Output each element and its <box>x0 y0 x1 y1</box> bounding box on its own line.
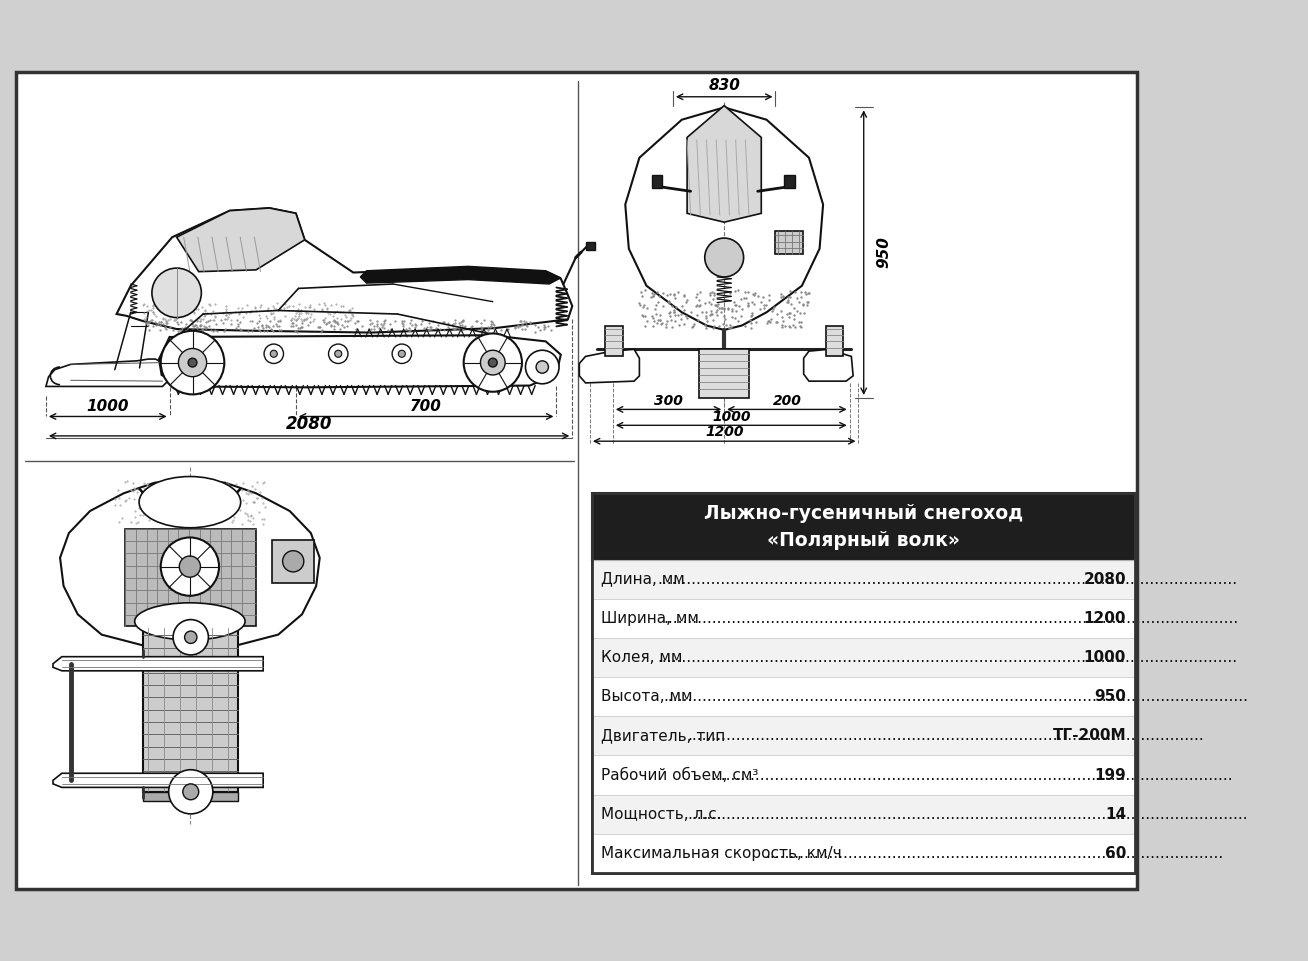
Ellipse shape <box>139 477 241 528</box>
Bar <box>143 628 238 792</box>
Circle shape <box>283 551 303 572</box>
Text: 1000: 1000 <box>86 399 129 414</box>
Bar <box>700 350 749 398</box>
Text: «Полярный волк»: «Полярный волк» <box>766 530 960 550</box>
Text: ................................................................................: ........................................… <box>712 768 1233 782</box>
Polygon shape <box>54 774 263 787</box>
Bar <box>591 638 1135 678</box>
Text: 60: 60 <box>1105 846 1126 861</box>
Text: 2080: 2080 <box>286 415 332 433</box>
Text: 950: 950 <box>876 236 891 268</box>
Bar <box>591 493 1135 559</box>
Circle shape <box>488 358 497 367</box>
Text: ................................................................................: ........................................… <box>687 728 1205 744</box>
Bar <box>591 795 1135 834</box>
Circle shape <box>184 631 198 644</box>
Bar <box>591 493 1135 873</box>
Text: ................................................................................: ........................................… <box>663 611 1239 626</box>
Bar <box>591 559 1135 599</box>
Circle shape <box>271 350 277 357</box>
Circle shape <box>161 331 224 394</box>
Text: Двигатель, тип: Двигатель, тип <box>600 728 725 744</box>
Polygon shape <box>60 480 319 650</box>
Polygon shape <box>177 208 305 272</box>
Text: Рабочий объем, см³: Рабочий объем, см³ <box>600 768 757 782</box>
Text: Высота, мм: Высота, мм <box>600 689 692 704</box>
Polygon shape <box>687 106 761 222</box>
Text: 700: 700 <box>409 399 442 414</box>
Text: 2080: 2080 <box>1083 572 1126 586</box>
Bar <box>143 792 238 801</box>
Text: Колея, мм: Колея, мм <box>600 650 681 665</box>
Circle shape <box>161 537 218 596</box>
Text: 1000: 1000 <box>1083 650 1126 665</box>
Text: Длина, мм: Длина, мм <box>600 572 684 586</box>
Circle shape <box>705 238 744 277</box>
Bar <box>272 540 314 582</box>
Circle shape <box>335 350 341 357</box>
Bar <box>591 678 1135 716</box>
Polygon shape <box>160 335 561 387</box>
Polygon shape <box>54 656 263 671</box>
Ellipse shape <box>135 603 245 640</box>
Circle shape <box>264 344 284 363</box>
Circle shape <box>480 350 505 375</box>
Polygon shape <box>625 108 823 330</box>
Circle shape <box>169 770 213 814</box>
Polygon shape <box>46 359 167 386</box>
Text: ................................................................................: ........................................… <box>765 846 1223 861</box>
Text: 1000: 1000 <box>712 409 751 424</box>
Circle shape <box>178 349 207 377</box>
Circle shape <box>463 333 522 392</box>
Text: ................................................................................: ........................................… <box>663 689 1248 704</box>
Bar <box>774 231 803 254</box>
Circle shape <box>152 268 201 317</box>
Text: Максимальная скорость, км/ч: Максимальная скорость, км/ч <box>600 846 841 861</box>
Circle shape <box>179 556 200 578</box>
Bar <box>591 834 1135 873</box>
Bar <box>651 175 662 187</box>
Circle shape <box>188 358 198 367</box>
Polygon shape <box>360 266 561 284</box>
Text: Мощность, л.с.: Мощность, л.с. <box>600 807 721 822</box>
Circle shape <box>399 350 405 357</box>
Circle shape <box>183 784 199 800</box>
Bar <box>591 493 1135 873</box>
Bar <box>606 326 623 357</box>
Text: 300: 300 <box>654 394 683 407</box>
Bar <box>785 175 795 187</box>
Bar <box>586 241 595 250</box>
Bar <box>591 716 1135 755</box>
Polygon shape <box>803 350 853 382</box>
Bar <box>126 529 256 626</box>
Bar <box>591 755 1135 795</box>
Polygon shape <box>579 350 640 382</box>
Text: 200: 200 <box>773 394 802 407</box>
Circle shape <box>328 344 348 363</box>
Circle shape <box>536 360 548 373</box>
Text: ................................................................................: ........................................… <box>657 650 1237 665</box>
Circle shape <box>392 344 412 363</box>
Text: Ширина, мм: Ширина, мм <box>600 611 698 626</box>
Text: ТГ-200М: ТГ-200М <box>1053 728 1126 744</box>
Text: 950: 950 <box>1093 689 1126 704</box>
Text: 1200: 1200 <box>1083 611 1126 626</box>
Text: 199: 199 <box>1095 768 1126 782</box>
Circle shape <box>173 620 208 655</box>
Text: ................................................................................: ........................................… <box>687 807 1248 822</box>
Text: ................................................................................: ........................................… <box>657 572 1237 586</box>
Bar <box>591 599 1135 638</box>
Polygon shape <box>116 208 573 333</box>
Circle shape <box>526 350 559 383</box>
Bar <box>825 326 844 357</box>
Text: 1200: 1200 <box>705 426 743 439</box>
Text: 14: 14 <box>1105 807 1126 822</box>
Text: 830: 830 <box>708 78 740 93</box>
Text: Лыжно-гусеничный снегоход: Лыжно-гусеничный снегоход <box>704 505 1023 523</box>
